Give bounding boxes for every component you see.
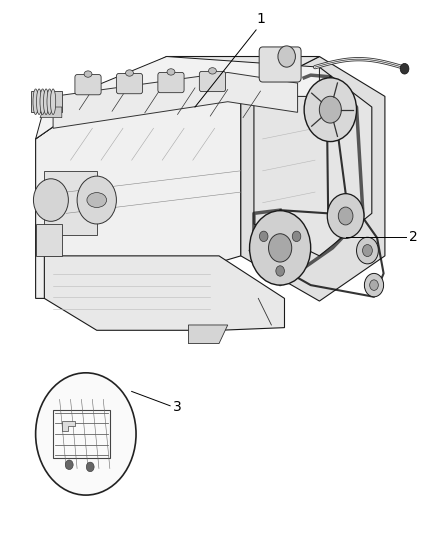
Circle shape [363, 245, 372, 256]
Ellipse shape [33, 89, 38, 115]
Polygon shape [35, 224, 62, 256]
Circle shape [33, 179, 68, 221]
Circle shape [292, 231, 301, 241]
Circle shape [250, 211, 311, 285]
Ellipse shape [40, 89, 45, 115]
Polygon shape [53, 72, 297, 128]
Ellipse shape [47, 89, 52, 115]
FancyBboxPatch shape [199, 71, 226, 92]
Ellipse shape [126, 70, 134, 76]
Circle shape [327, 193, 364, 238]
Circle shape [35, 373, 136, 495]
Ellipse shape [87, 192, 106, 207]
Ellipse shape [167, 69, 175, 75]
Circle shape [276, 266, 284, 276]
Circle shape [357, 237, 378, 264]
Ellipse shape [43, 89, 49, 115]
Text: 3: 3 [173, 400, 182, 414]
Polygon shape [35, 56, 319, 139]
FancyBboxPatch shape [259, 47, 301, 82]
Text: 1: 1 [256, 12, 265, 26]
Polygon shape [241, 56, 385, 301]
Circle shape [338, 207, 353, 225]
Polygon shape [31, 91, 62, 112]
Polygon shape [35, 56, 319, 139]
Ellipse shape [84, 71, 92, 77]
Circle shape [86, 462, 94, 472]
Polygon shape [188, 325, 228, 344]
Polygon shape [35, 96, 241, 298]
FancyBboxPatch shape [75, 75, 101, 95]
Polygon shape [44, 171, 97, 235]
Circle shape [370, 280, 378, 290]
Circle shape [364, 273, 384, 297]
Ellipse shape [208, 68, 216, 74]
Polygon shape [44, 256, 285, 330]
FancyBboxPatch shape [117, 74, 143, 94]
Circle shape [304, 78, 357, 142]
Circle shape [259, 231, 268, 241]
Text: 2: 2 [409, 230, 418, 244]
Polygon shape [40, 107, 62, 118]
FancyBboxPatch shape [158, 72, 184, 93]
Circle shape [400, 63, 409, 74]
Circle shape [278, 46, 295, 67]
Ellipse shape [36, 89, 42, 115]
Polygon shape [254, 67, 372, 256]
Ellipse shape [50, 89, 56, 115]
Circle shape [268, 234, 292, 262]
Circle shape [77, 176, 117, 224]
Circle shape [319, 96, 341, 123]
Circle shape [65, 460, 73, 470]
Polygon shape [62, 421, 75, 431]
